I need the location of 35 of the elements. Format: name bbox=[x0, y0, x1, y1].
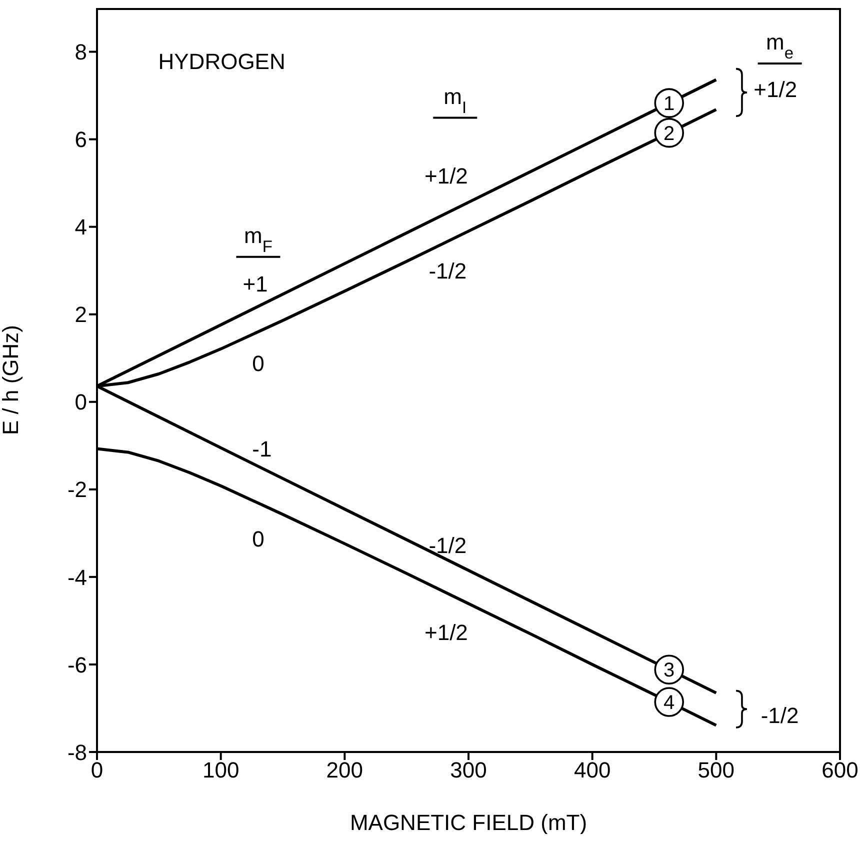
y-tick-label: 8 bbox=[74, 40, 87, 65]
annotation: -1/2 bbox=[760, 702, 799, 728]
annotation: -1 bbox=[252, 436, 272, 462]
annotation: m$_{F}$ bbox=[244, 222, 272, 256]
x-tick-label: 100 bbox=[202, 758, 240, 783]
x-tick-label: 500 bbox=[698, 758, 735, 783]
annotation: +1/2 bbox=[424, 620, 468, 646]
y-tick-label: -8 bbox=[67, 740, 87, 765]
annotation: HYDROGEN bbox=[158, 48, 286, 74]
y-tick-label: 6 bbox=[74, 127, 87, 152]
annotation: +1 bbox=[242, 271, 268, 296]
annotation: m$_{I}$ bbox=[444, 84, 467, 117]
annotation: m$_{e}$ bbox=[766, 29, 794, 62]
annotation: 0 bbox=[252, 350, 264, 376]
annotation: 0 bbox=[252, 526, 264, 552]
x-tick-label: 0 bbox=[90, 758, 104, 783]
annotation: -1/2 bbox=[428, 533, 467, 558]
x-tick-label: 200 bbox=[326, 758, 364, 783]
y-axis-title: E / h (GHz) bbox=[0, 324, 23, 436]
annotation: -1/2 bbox=[428, 258, 467, 284]
x-tick-label: 300 bbox=[450, 758, 487, 783]
y-tick-label: -4 bbox=[67, 564, 87, 590]
x-tick-label: 600 bbox=[822, 758, 858, 783]
y-tick-label: -2 bbox=[67, 477, 87, 502]
x-tick-label: 400 bbox=[574, 758, 611, 783]
y-tick-label: -6 bbox=[67, 652, 87, 678]
y-tick-label: 0 bbox=[74, 390, 87, 415]
y-tick-label: 2 bbox=[74, 302, 87, 328]
series-label: 1 bbox=[664, 93, 675, 116]
legend-label: 4 bbox=[664, 692, 675, 714]
y-tick-label: 4 bbox=[74, 214, 87, 240]
annotation: +1/2 bbox=[424, 163, 468, 188]
series-label: 3 bbox=[664, 660, 675, 682]
annotation: +1/2 bbox=[754, 77, 798, 102]
legend-label: 2 bbox=[664, 122, 675, 145]
